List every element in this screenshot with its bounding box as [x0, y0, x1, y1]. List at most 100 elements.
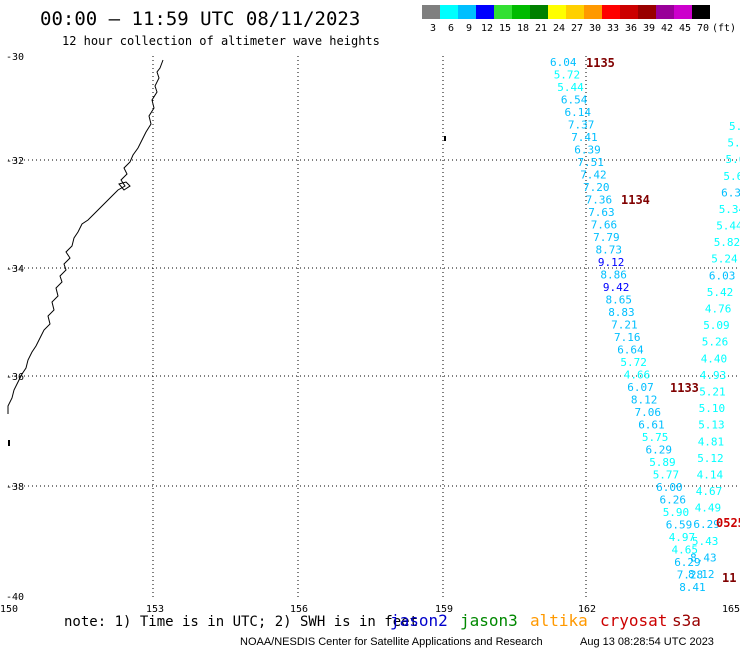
- wave-height-value: 5.43: [692, 535, 719, 548]
- wave-height-value: 8.86: [600, 269, 627, 282]
- wave-height-value: 5.42: [707, 286, 734, 299]
- wave-height-value: 6.26: [660, 494, 687, 507]
- pass-label: 1135: [586, 56, 615, 70]
- longitude-labels: 150 153 156 159 162 165: [0, 604, 740, 615]
- wave-height-value: 7.42: [580, 169, 607, 182]
- legend-swatch: [692, 5, 710, 19]
- wave-height-value: 5.34: [719, 203, 740, 216]
- coastline: [7, 59, 164, 414]
- legend-label: 15: [499, 23, 511, 34]
- legend-swatch: [620, 5, 638, 19]
- pass-label: 11: [722, 571, 736, 585]
- wave-height-value: 7.36: [586, 194, 613, 207]
- wave-height-value: 4.97: [669, 531, 696, 544]
- wave-height-value: 6.61: [638, 419, 665, 432]
- lon-label: 150: [0, 604, 18, 615]
- legend-swatch: [656, 5, 674, 19]
- satellite-name: cryosat: [600, 611, 667, 630]
- wave-height-value: 5.89: [649, 456, 676, 469]
- lord-howe-island: [444, 136, 446, 141]
- wave-height-value: 4.93: [700, 369, 727, 382]
- lon-label: 156: [290, 604, 308, 615]
- legend-label: 33: [607, 23, 619, 34]
- wave-height-value: 9.12: [598, 256, 625, 269]
- wave-height-value: 9.42: [603, 281, 630, 294]
- wave-height-value: 5.13: [698, 419, 725, 432]
- wave-height-value: 4.76: [705, 303, 732, 316]
- legend-swatch: [566, 5, 584, 19]
- wave-height-value: 7.66: [591, 219, 618, 232]
- wave-height-value: 5.77: [653, 469, 680, 482]
- wave-height-value: 6.07: [627, 381, 654, 394]
- lat-label: -36: [6, 372, 24, 383]
- legend-swatch: [530, 5, 548, 19]
- wave-height-value: 5.90: [663, 506, 690, 519]
- color-legend: 3 6 9 12 15 18 21 24 27 30 33 36 39 42 45 70: [422, 5, 710, 34]
- legend-unit: (ft): [712, 23, 736, 34]
- footer-credit: NOAA/NESDIS Center for Satellite Applica…: [240, 636, 543, 648]
- coastline-island: [118, 181, 131, 191]
- wave-height-value: 5.12: [697, 452, 724, 465]
- lat-label: -40: [6, 592, 24, 603]
- lat-label: -34: [6, 264, 24, 275]
- wave-height-value: 4.67: [696, 485, 723, 498]
- legend-label: 24: [553, 23, 565, 34]
- wave-height-value: 7.41: [571, 131, 598, 144]
- wave-height-value: 5.61: [723, 170, 740, 183]
- legend-label: 39: [643, 23, 655, 34]
- legend-swatch: [674, 5, 692, 19]
- wave-height-value: 7.20: [583, 181, 610, 194]
- wave-height-value: 7.37: [568, 119, 595, 132]
- wave-height-value: 8.83: [608, 306, 635, 319]
- wave-height-value: 5.44: [727, 137, 740, 150]
- satellite-name: altika: [530, 611, 588, 630]
- legend-label: 18: [517, 23, 529, 34]
- wave-height-value: 4.81: [698, 435, 725, 448]
- lon-label: 165: [722, 604, 740, 615]
- wave-height-value: 6.03: [709, 269, 736, 282]
- wave-height-value: 6.54: [561, 94, 588, 107]
- legend-swatch: [584, 5, 602, 19]
- altimeter-track-main: 6.045.725.446.546.147.377.416.397.517.42…: [550, 56, 706, 594]
- legend-swatch: [602, 5, 620, 19]
- wave-height-value: 8.73: [596, 244, 623, 257]
- wave-height-value: 5.72: [554, 69, 581, 82]
- map-subtitle: 12 hour collection of altimeter wave hei…: [62, 34, 380, 48]
- latitude-labels: -30 -32 -34 -36 -38 -40: [6, 52, 24, 603]
- wave-height-value: 5.82: [714, 236, 740, 249]
- legend-swatch: [548, 5, 566, 19]
- legend-swatch: [422, 5, 440, 19]
- wave-height-value: 7.79: [593, 231, 620, 244]
- wave-height-value: 4.49: [695, 502, 722, 515]
- lat-label: -32: [6, 156, 24, 167]
- legend-swatch: [494, 5, 512, 19]
- pass-label: 1133: [670, 381, 699, 395]
- wave-height-value: 5.44: [716, 220, 740, 233]
- legend-label: 30: [589, 23, 601, 34]
- wave-height-value: 6.39: [574, 144, 601, 157]
- legend-label: 6: [448, 23, 454, 34]
- wave-height-value: 5.26: [702, 336, 729, 349]
- legend-label: 3: [430, 23, 436, 34]
- wave-height-value: 6.29: [693, 518, 720, 531]
- wave-height-value: 6.29: [674, 556, 701, 569]
- footer-timestamp: Aug 13 08:28:54 UTC 2023: [580, 636, 714, 648]
- satellite-legend: jason2 jason3 altika cryosat s3a: [390, 611, 701, 630]
- coast-fragment: [8, 440, 10, 446]
- wave-height-value: 7.16: [614, 331, 641, 344]
- wave-height-value: 4.14: [697, 468, 724, 481]
- wave-height-value: 8.12: [631, 394, 658, 407]
- wave-height-value: 8.43: [690, 551, 717, 564]
- pass-label: 0525: [716, 516, 740, 530]
- lat-label: -38: [6, 482, 24, 493]
- wave-height-value: 6.59: [666, 519, 693, 532]
- wave-height-value: 6.04: [550, 56, 577, 69]
- footer-note: note: 1) Time is in UTC; 2) SWH is in fe…: [64, 614, 418, 630]
- wave-height-value: 5.21: [699, 386, 726, 399]
- wave-height-value: 6.64: [617, 344, 644, 357]
- wave-height-value: 5.75: [642, 431, 669, 444]
- wave-height-value: 5.09: [703, 319, 730, 332]
- wave-height-value: 5.10: [699, 402, 726, 415]
- legend-swatch: [440, 5, 458, 19]
